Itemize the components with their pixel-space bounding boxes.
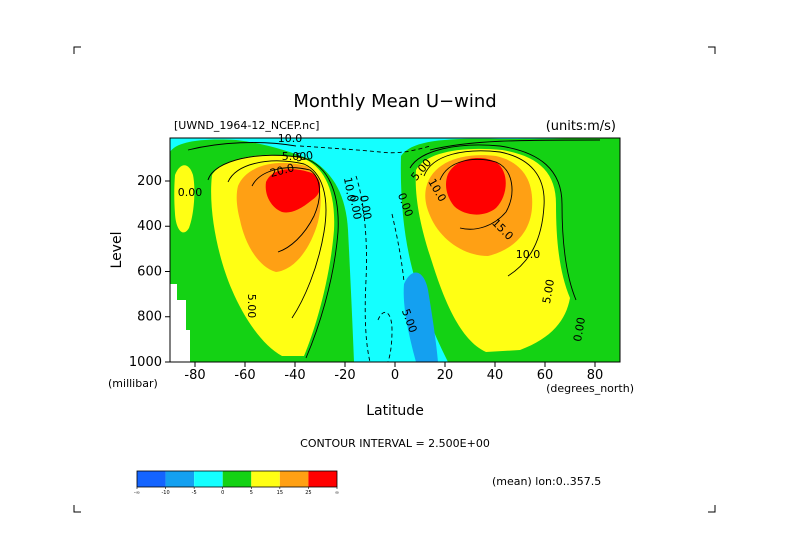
y-tick-label: 400 (137, 219, 162, 234)
y-axis: 200 400 600 800 1000 (129, 174, 170, 370)
dataset-label: [UWND_1964-12_NCEP.nc] (174, 119, 319, 132)
contour-label: 0.00 (178, 186, 203, 199)
contour-line (439, 159, 513, 230)
terrain-mask (170, 284, 190, 362)
contour-label: 5.0 (295, 149, 314, 165)
colorbar-swatch (279, 471, 309, 487)
colorbar-label: ∞ (335, 490, 339, 496)
easterly-pocket (403, 272, 438, 362)
x-tick-label: 0 (391, 368, 399, 383)
contour-label: 20.0 (269, 161, 296, 180)
colorbar-label: 15 (277, 490, 283, 496)
contour-label: 10.0 (278, 132, 303, 145)
units-label: (units:m/s) (546, 119, 616, 134)
contour-line (423, 150, 545, 277)
southern-jet-core (265, 169, 321, 213)
contour-label: 0.00 (357, 194, 374, 220)
weak-jet-core (174, 165, 195, 233)
colorbar-label: 0 (221, 490, 224, 496)
y-axis-unit: (millibar) (108, 377, 158, 390)
contour-line-negative (377, 311, 393, 362)
colorbar-swatch (137, 471, 166, 487)
y-axis-label: Level (109, 232, 125, 269)
plot-area (170, 138, 620, 362)
contour-line (429, 139, 601, 151)
northern-jet-core (446, 158, 506, 215)
contour-line-negative (355, 175, 371, 362)
x-tick-label: 80 (587, 368, 604, 383)
colorbar: -∞ -10 -5 0 5 15 25 ∞ (134, 470, 339, 496)
contour-label: 5.00 (540, 278, 557, 304)
x-tick-label: 20 (437, 368, 454, 383)
x-tick-label: 60 (537, 368, 554, 383)
y-tick-label: 800 (137, 310, 162, 325)
colorbar-swatch (251, 471, 280, 487)
x-axis-label: Latitude (366, 403, 424, 419)
mean-note: (mean) lon:0..357.5 (492, 475, 601, 488)
contour-label: 0.00 (571, 316, 588, 342)
contour-interval-note: CONTOUR INTERVAL = 2.500E+00 (300, 437, 490, 450)
x-tick-label: -80 (184, 368, 205, 383)
x-tick-label: -20 (334, 368, 355, 383)
contour-field (170, 138, 620, 362)
colorbar-label: 5 (250, 490, 253, 496)
contour-line-negative (391, 213, 405, 283)
y-tick-label: 600 (137, 264, 162, 279)
y-tick-label: 1000 (129, 355, 162, 370)
contour-label: 5.00 (245, 294, 258, 319)
x-tick-label: -40 (284, 368, 305, 383)
contour-line (187, 142, 297, 151)
contour-label: 10.0 (341, 176, 358, 202)
chart-title: Monthly Mean U−wind (293, 91, 496, 112)
y-tick-label: 200 (137, 174, 162, 189)
colorbar-label: -10 (161, 490, 169, 496)
colorbar-swatch (194, 471, 223, 487)
contour-label: 10.0 (516, 248, 541, 261)
contour-label: 5.00 (282, 150, 307, 163)
colorbar-label: -5 (192, 490, 197, 496)
contour-line (251, 167, 320, 253)
contour-line (227, 160, 327, 319)
contour-line (207, 154, 339, 359)
x-axis-unit: (degrees_north) (546, 382, 634, 395)
colorbar-label: 25 (305, 490, 311, 496)
colorbar-label: -∞ (134, 490, 140, 496)
colorbar-swatch (165, 471, 195, 487)
x-axis: -80 -60 -40 -20 0 20 40 60 80 (184, 362, 603, 383)
x-tick-label: 40 (487, 368, 504, 383)
colorbar-swatch (308, 471, 337, 487)
x-tick-label: -60 (234, 368, 255, 383)
contour-label: 0.00 (347, 194, 364, 220)
colorbar-swatch (222, 471, 252, 487)
colorbar-frame (136, 470, 338, 488)
corner-marks (73, 46, 716, 513)
contour-line-negative (299, 145, 431, 154)
contour-line (409, 144, 577, 301)
